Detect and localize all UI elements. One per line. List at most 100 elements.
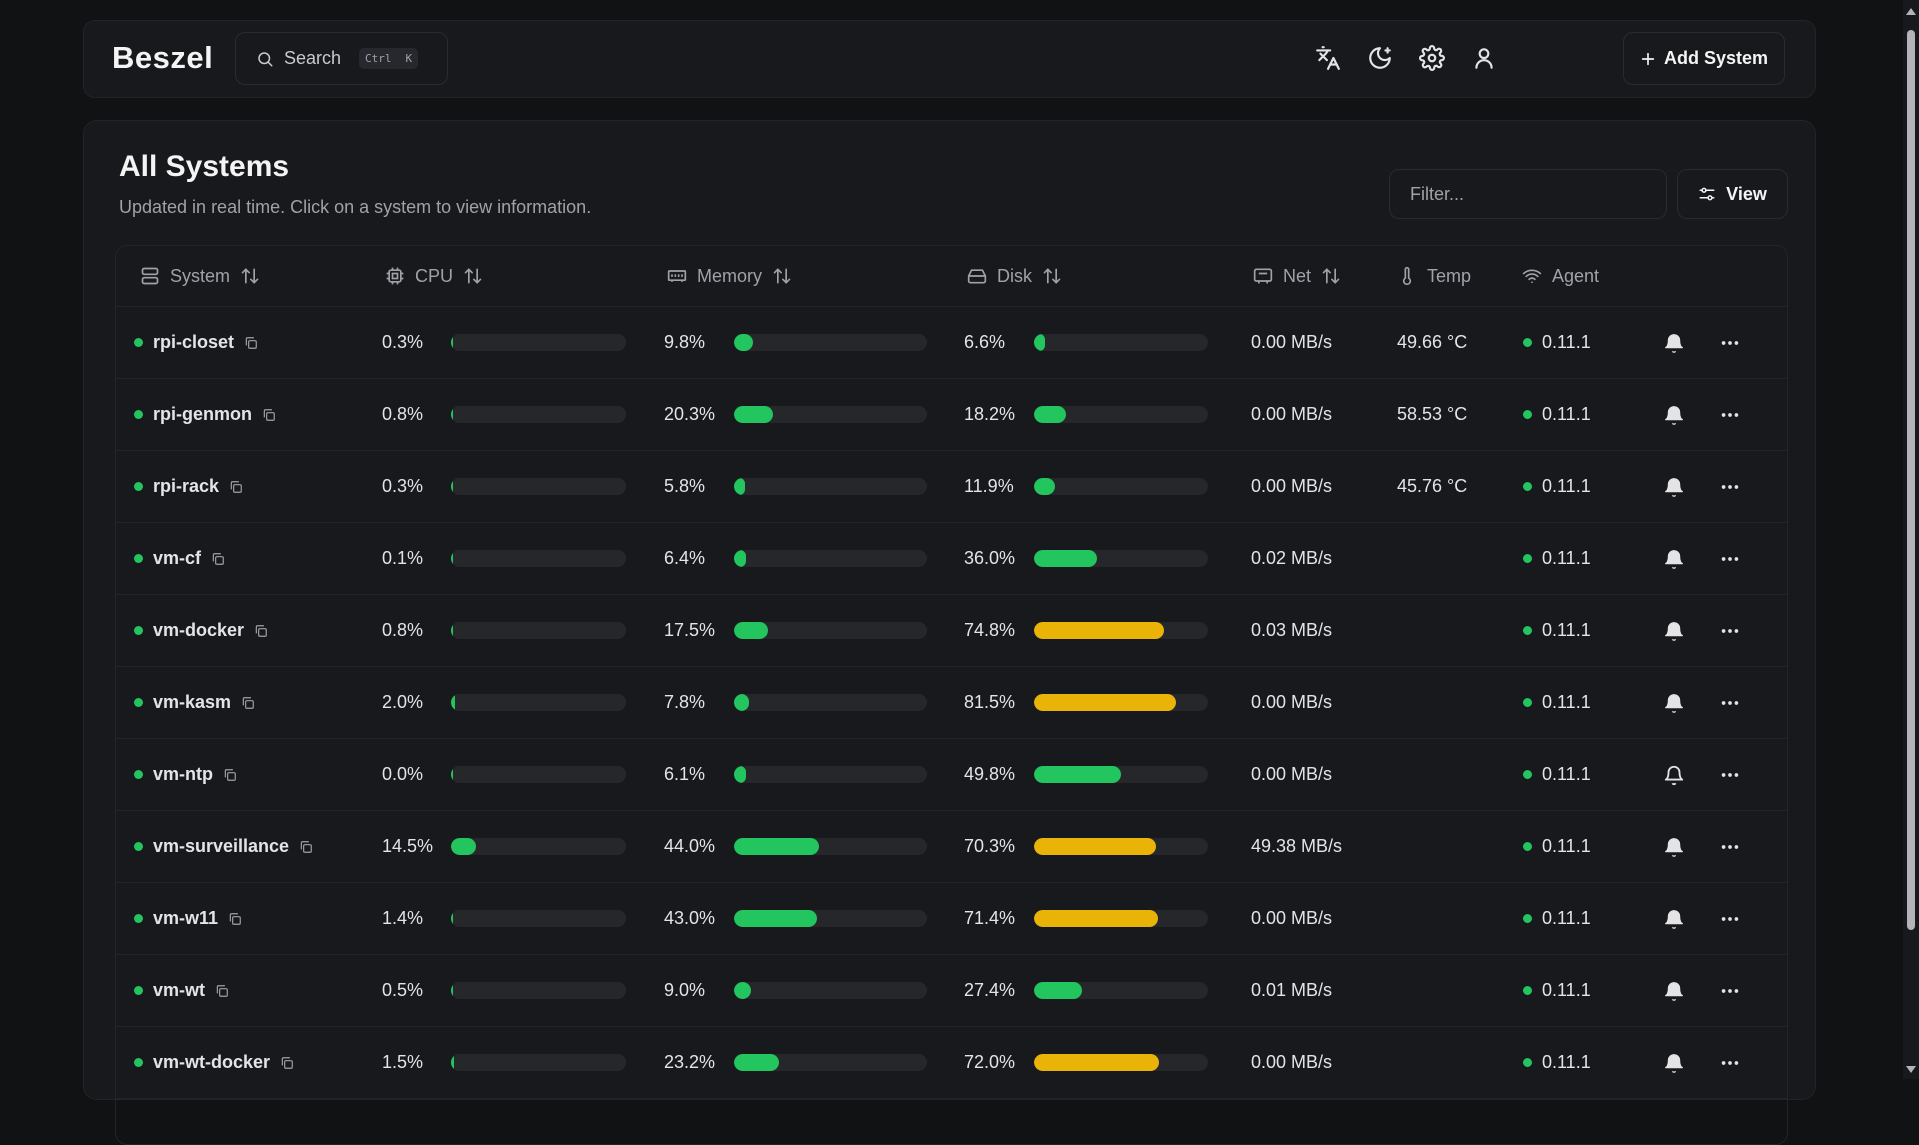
system-name[interactable]: vm-surveillance bbox=[153, 836, 290, 856]
more-icon[interactable] bbox=[1719, 451, 1741, 522]
system-name[interactable]: vm-cf bbox=[153, 548, 202, 568]
cpu-value: 0.3% bbox=[382, 476, 424, 496]
copy-icon[interactable] bbox=[299, 840, 313, 854]
system-name[interactable]: vm-docker bbox=[153, 620, 245, 640]
table-row[interactable]: rpi-rack 0.3% 5.8% 11.9% 0.00 MB/s 45.76… bbox=[116, 451, 1787, 523]
add-system-button[interactable]: Add System bbox=[1623, 32, 1785, 85]
bell-icon[interactable] bbox=[1663, 451, 1685, 522]
more-icon[interactable] bbox=[1719, 379, 1741, 450]
col-memory[interactable]: Memory bbox=[667, 246, 792, 306]
more-icon[interactable] bbox=[1719, 811, 1741, 882]
net-value: 0.02 MB/s bbox=[1251, 548, 1333, 568]
more-icon[interactable] bbox=[1719, 739, 1741, 810]
bell-icon[interactable] bbox=[1663, 523, 1685, 594]
memory-bar bbox=[734, 406, 927, 423]
scroll-up-arrow[interactable] bbox=[1906, 8, 1916, 15]
sort-icon[interactable] bbox=[240, 266, 260, 286]
system-name[interactable]: vm-kasm bbox=[153, 692, 232, 712]
bell-icon[interactable] bbox=[1663, 739, 1685, 810]
more-icon[interactable] bbox=[1719, 883, 1741, 954]
system-cell[interactable]: rpi-closet bbox=[134, 307, 258, 378]
system-cell[interactable]: vm-cf bbox=[134, 523, 225, 594]
table-row[interactable]: vm-wt-docker 1.5% 23.2% 72.0% 0.00 MB/s … bbox=[116, 1027, 1787, 1099]
system-name[interactable]: vm-wt-docker bbox=[153, 1052, 271, 1072]
system-name[interactable]: rpi-rack bbox=[153, 476, 220, 496]
copy-icon[interactable] bbox=[254, 624, 268, 638]
table-row[interactable]: vm-docker 0.8% 17.5% 74.8% 0.03 MB/s 0.1… bbox=[116, 595, 1787, 667]
bell-icon[interactable] bbox=[1663, 1027, 1685, 1098]
app-logo[interactable]: Beszel bbox=[112, 40, 214, 75]
system-cell[interactable]: vm-docker bbox=[134, 595, 268, 666]
net-value: 0.00 MB/s bbox=[1251, 476, 1333, 496]
page-scrollbar[interactable] bbox=[1903, 0, 1919, 1079]
disk-bar bbox=[1034, 622, 1208, 639]
view-button[interactable]: View bbox=[1677, 169, 1788, 219]
table-row[interactable]: vm-cf 0.1% 6.4% 36.0% 0.02 MB/s 0.11.1 bbox=[116, 523, 1787, 595]
system-cell[interactable]: rpi-genmon bbox=[134, 379, 276, 450]
system-name[interactable]: vm-w11 bbox=[153, 908, 219, 928]
copy-icon[interactable] bbox=[244, 336, 258, 350]
more-icon[interactable] bbox=[1719, 667, 1741, 738]
bell-icon[interactable] bbox=[1663, 667, 1685, 738]
table-row[interactable]: vm-w11 1.4% 43.0% 71.4% 0.00 MB/s 0.11.1 bbox=[116, 883, 1787, 955]
language-icon[interactable] bbox=[1315, 45, 1341, 71]
cpu-bar bbox=[451, 550, 626, 567]
memory-value: 23.2% bbox=[664, 1052, 716, 1072]
more-icon[interactable] bbox=[1719, 523, 1741, 594]
bell-icon[interactable] bbox=[1663, 955, 1685, 1026]
table-row[interactable]: vm-ntp 0.0% 6.1% 49.8% 0.00 MB/s 0.11.1 bbox=[116, 739, 1787, 811]
copy-icon[interactable] bbox=[211, 552, 225, 566]
system-cell[interactable]: vm-wt bbox=[134, 955, 229, 1026]
system-name[interactable]: rpi-genmon bbox=[153, 404, 252, 424]
table-row[interactable]: vm-surveillance 14.5% 44.0% 70.3% 49.38 … bbox=[116, 811, 1787, 883]
more-icon[interactable] bbox=[1719, 1027, 1741, 1098]
table-row[interactable]: rpi-genmon 0.8% 20.3% 18.2% 0.00 MB/s 58… bbox=[116, 379, 1787, 451]
more-icon[interactable] bbox=[1719, 955, 1741, 1026]
bell-icon[interactable] bbox=[1663, 811, 1685, 882]
sort-icon[interactable] bbox=[1321, 266, 1341, 286]
col-system[interactable]: System bbox=[140, 246, 260, 306]
system-name[interactable]: vm-ntp bbox=[153, 764, 213, 784]
copy-icon[interactable] bbox=[223, 768, 237, 782]
system-cell[interactable]: rpi-rack bbox=[134, 451, 243, 522]
copy-icon[interactable] bbox=[241, 696, 255, 710]
copy-icon[interactable] bbox=[262, 408, 276, 422]
bell-icon[interactable] bbox=[1663, 307, 1685, 378]
system-name[interactable]: vm-wt bbox=[153, 980, 206, 1000]
theme-toggle-icon[interactable] bbox=[1367, 45, 1393, 71]
col-cpu[interactable]: CPU bbox=[385, 246, 483, 306]
system-cell[interactable]: vm-ntp bbox=[134, 739, 237, 810]
system-cell[interactable]: vm-wt-docker bbox=[134, 1027, 294, 1098]
agent-status-dot bbox=[1523, 482, 1532, 491]
sort-icon[interactable] bbox=[772, 266, 792, 286]
system-name[interactable]: rpi-closet bbox=[153, 332, 235, 352]
bell-icon[interactable] bbox=[1663, 883, 1685, 954]
more-icon[interactable] bbox=[1719, 307, 1741, 378]
bell-icon[interactable] bbox=[1663, 379, 1685, 450]
copy-icon[interactable] bbox=[228, 912, 242, 926]
status-dot bbox=[134, 338, 143, 347]
sort-icon[interactable] bbox=[1042, 266, 1062, 286]
user-icon[interactable] bbox=[1471, 45, 1497, 71]
cpu-bar-fill bbox=[451, 1054, 454, 1071]
copy-icon[interactable] bbox=[280, 1056, 294, 1070]
search-button[interactable]: Search Ctrl K bbox=[235, 32, 448, 85]
more-icon[interactable] bbox=[1719, 595, 1741, 666]
system-cell[interactable]: vm-surveillance bbox=[134, 811, 313, 882]
col-net[interactable]: Net bbox=[1253, 246, 1341, 306]
scroll-thumb[interactable] bbox=[1907, 30, 1915, 930]
sort-icon[interactable] bbox=[463, 266, 483, 286]
table-row[interactable]: rpi-closet 0.3% 9.8% 6.6% 0.00 MB/s 49.6… bbox=[116, 307, 1787, 379]
col-disk[interactable]: Disk bbox=[967, 246, 1062, 306]
temp-value: 45.76 °C bbox=[1397, 476, 1468, 496]
bell-icon[interactable] bbox=[1663, 595, 1685, 666]
gear-icon[interactable] bbox=[1419, 45, 1445, 71]
system-cell[interactable]: vm-w11 bbox=[134, 883, 242, 954]
filter-input[interactable] bbox=[1389, 169, 1667, 219]
system-cell[interactable]: vm-kasm bbox=[134, 667, 255, 738]
table-row[interactable]: vm-kasm 2.0% 7.8% 81.5% 0.00 MB/s 0.11.1 bbox=[116, 667, 1787, 739]
copy-icon[interactable] bbox=[229, 480, 243, 494]
table-row[interactable]: vm-wt 0.5% 9.0% 27.4% 0.01 MB/s 0.11.1 bbox=[116, 955, 1787, 1027]
copy-icon[interactable] bbox=[215, 984, 229, 998]
scroll-down-arrow[interactable] bbox=[1906, 1066, 1916, 1073]
